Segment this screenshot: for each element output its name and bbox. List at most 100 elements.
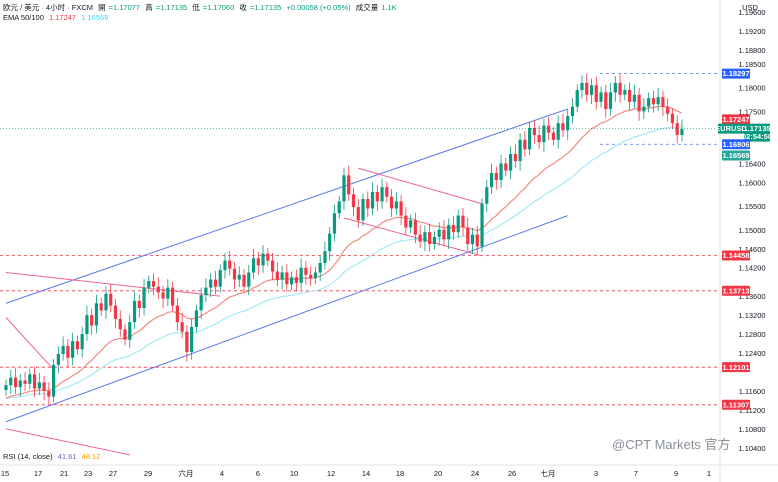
candle-body [270, 260, 275, 272]
candle-body [504, 163, 508, 171]
candle-body [556, 123, 560, 140]
x-tick-label: 7 [634, 469, 638, 478]
candle-body [147, 280, 151, 288]
candle-body [604, 92, 608, 109]
candle-body [428, 232, 432, 245]
candle-body [90, 315, 94, 326]
candle-body [675, 123, 679, 136]
x-tick-label: 10 [290, 469, 298, 478]
candle-body [613, 82, 617, 93]
candle-body [28, 374, 32, 384]
candle-body [461, 215, 465, 228]
candle-body [104, 293, 108, 311]
rsi-name: RSI (14, close) [3, 452, 53, 461]
candle-body [80, 334, 84, 350]
candle-body [466, 227, 470, 245]
y-tick-label: 1.17500 [738, 107, 765, 116]
candle-body [513, 154, 517, 162]
x-tick-label: 6 [256, 469, 260, 478]
y-tick-label: 1.16000 [738, 178, 765, 187]
x-tick-label: 3 [594, 469, 598, 478]
candle-body [608, 92, 613, 109]
candle-body [499, 163, 503, 181]
y-tick-label: 1.15000 [738, 226, 765, 235]
candle-body [290, 277, 294, 285]
candle-body [42, 382, 46, 391]
price-tag [722, 285, 750, 296]
candle-body [570, 106, 575, 117]
candle-body [489, 172, 494, 188]
x-tick-label: 12 [327, 469, 335, 478]
candle-body [13, 377, 18, 388]
candle-body [366, 199, 370, 209]
price-tag [722, 68, 750, 79]
y-tick-label: 1.13600 [738, 292, 765, 301]
x-tick-label: 1 [707, 469, 711, 478]
candle-body [399, 201, 403, 216]
chart-header-line1: 欧元 / 美元 · 4小时 · FXCM 開 =1.17077 高 =1.17135… [3, 2, 400, 13]
price-tag-label: 1.18297 [722, 69, 749, 78]
candle-body [137, 300, 141, 308]
price-tag [722, 114, 750, 125]
candle-body [642, 106, 646, 112]
candle-body [380, 187, 384, 202]
y-tick-label: 1.18500 [738, 60, 765, 69]
candle-body [547, 125, 551, 133]
candle-body [266, 253, 270, 261]
candle-body [666, 106, 670, 114]
candle-body [485, 187, 489, 204]
candle-body [528, 127, 532, 150]
price-tag-label: 02:54:50 [742, 132, 772, 141]
candle-body [171, 287, 175, 306]
candle-body [580, 82, 584, 91]
candle-body [637, 94, 641, 112]
candle-body [228, 260, 232, 269]
x-tick-label: 20 [434, 469, 442, 478]
candle-body [4, 385, 8, 390]
price-tag-label: 1.16806 [722, 140, 749, 149]
y-tick-label: 1.19200 [738, 27, 765, 36]
chart-header-line2: EMA 50/100 1.17247 1.16569 [3, 13, 111, 22]
candle-body [232, 268, 237, 280]
x-tick-label: 26 [508, 469, 516, 478]
candle-body [99, 303, 103, 311]
rsi-label: RSI (14, close) 41.61 48.12 [3, 452, 103, 461]
price-tag-label: 1.13713 [722, 286, 749, 295]
candle-body [456, 215, 460, 233]
candle-body [518, 139, 522, 162]
candle-body [175, 305, 179, 323]
candle-body [256, 258, 260, 266]
price-tag-label: 1.12101 [722, 363, 749, 372]
candle-body [132, 300, 137, 323]
candle-body [585, 82, 589, 95]
candle-body [423, 232, 427, 242]
trendline-channel-upper [5, 108, 568, 304]
candle-body [261, 253, 265, 266]
x-tick-label: 9 [674, 469, 678, 478]
candle-body [413, 220, 417, 235]
candle-body [447, 225, 451, 240]
trendline-channel-lower [5, 215, 568, 423]
trendline-flag-upper [358, 167, 483, 205]
price-tag-label: 1.14458 [722, 251, 749, 260]
candle-body [561, 123, 565, 131]
price-tag-label: 1.16569 [722, 151, 749, 160]
low-label: 低 [192, 3, 200, 12]
rsi-value-2: 48.12 [81, 452, 101, 461]
candle-body [647, 98, 651, 107]
candle-body [299, 267, 303, 283]
candle-body [394, 201, 398, 209]
candle-body [332, 213, 337, 234]
candle-body [247, 272, 251, 287]
candle-body [575, 90, 579, 107]
y-tick-label: 1.12400 [738, 349, 765, 358]
x-tick-label: 15 [1, 469, 9, 478]
candle-body [32, 374, 37, 389]
candle-body [9, 377, 13, 386]
candle-body [432, 236, 437, 245]
y-tick-label: 1.14200 [738, 264, 765, 273]
symbol-label: 欧元 / 美元 · 4小时 · FXCM [3, 3, 93, 12]
ema-indicator-name[interactable]: EMA 50/100 [3, 13, 44, 22]
candle-body [680, 128, 684, 136]
